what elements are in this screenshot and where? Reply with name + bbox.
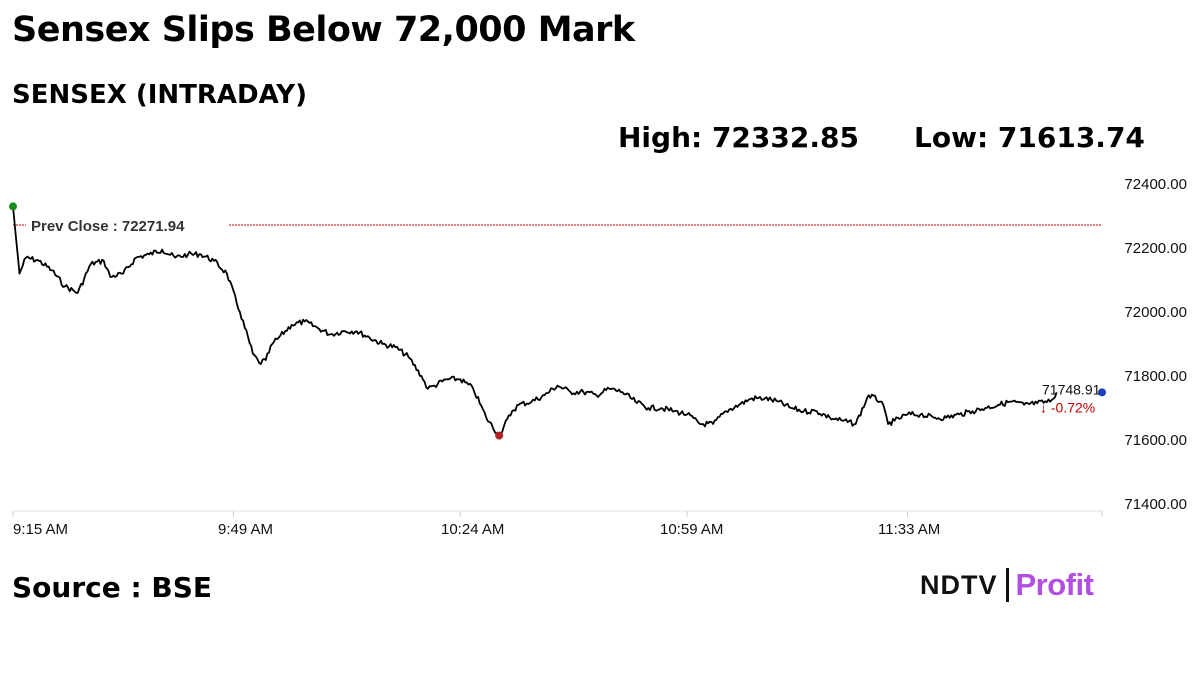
end-point-marker [1098,388,1106,397]
last-value-label: 71748.91 [1042,381,1101,397]
x-tick-label: 10:59 AM [660,521,723,538]
y-tick-label: 72000.00 [1124,304,1187,321]
change-percent-label: ↓ -0.72% [1040,399,1095,415]
x-tick-label: 10:24 AM [441,521,504,538]
brand-profit-text: Profit [1015,567,1094,602]
y-tick-label: 71800.00 [1124,368,1187,385]
prev-close-label: Prev Close : 72271.94 [31,218,185,235]
source-note: Source : BSE [12,571,213,604]
x-tick-label: 9:15 AM [13,521,68,538]
low-point-marker [495,431,504,440]
headline: Sensex Slips Below 72,000 Mark [12,10,635,50]
y-tick-label: 71400.00 [1124,496,1187,513]
prev-close-label-bg [26,214,228,235]
day-high: High: 72332.85 [618,121,859,154]
y-axis: 72400.00 72200.00 72000.00 71800.00 71600.00… [1124,176,1187,513]
y-tick-label: 71600.00 [1124,432,1187,449]
series-line-sensex [12,206,1058,437]
day-low: Low: 71613.74 [914,121,1145,154]
x-axis: 9:15 AM 9:49 AM 10:24 AM 10:59 AM 11:33 AM [12,510,1103,538]
x-tick-label: 11:33 AM [878,521,940,538]
start-point-marker [9,202,17,211]
brand-divider [1005,568,1009,602]
brand-ndtv-text: NDTV [920,569,998,600]
chart-subtitle: SENSEX (INTRADAY) [12,80,307,110]
y-tick-label: 72400.00 [1124,176,1187,193]
brand-logo: NDTV Profit [920,563,1094,607]
y-tick-label: 72200.00 [1124,240,1187,257]
x-tick-label: 9:49 AM [218,521,273,538]
